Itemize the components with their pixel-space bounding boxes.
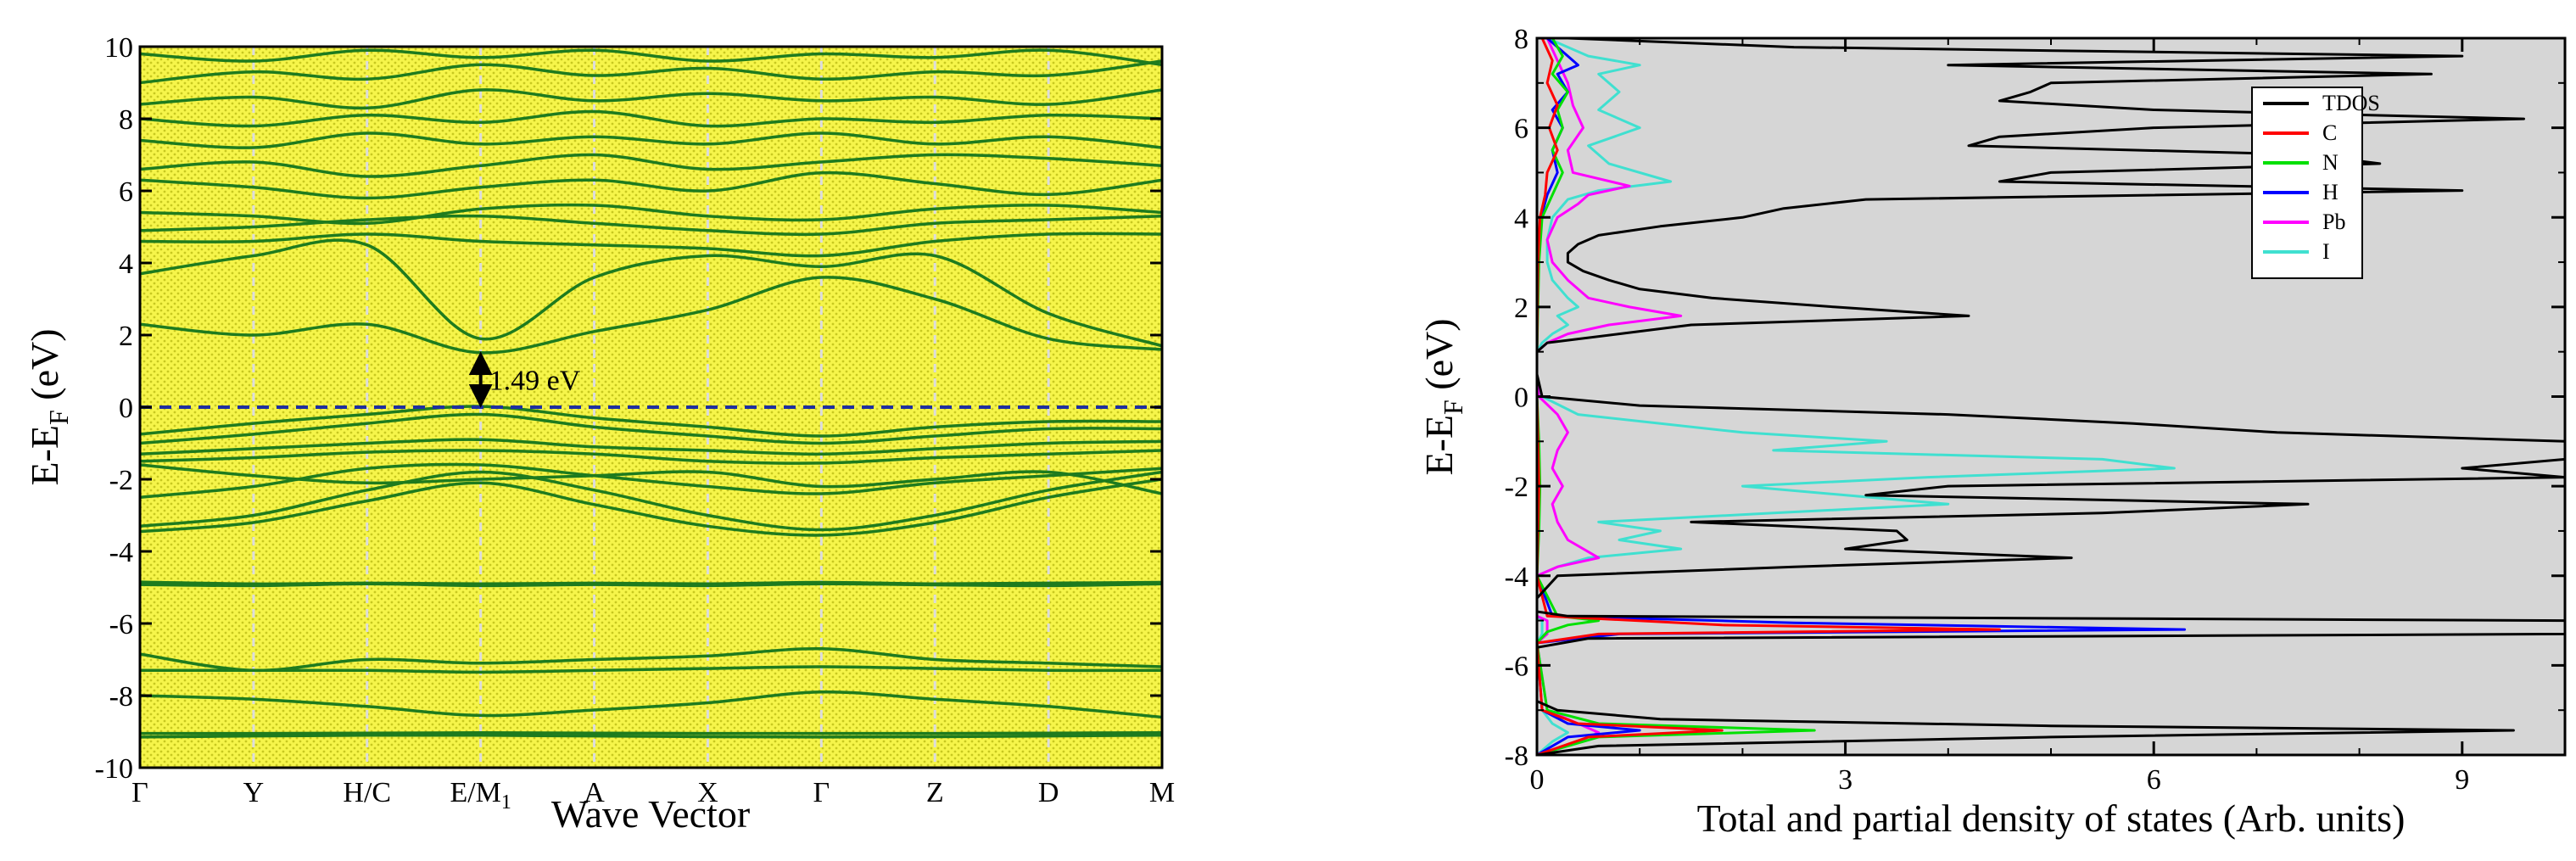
- y-tick-label: -6: [109, 609, 133, 640]
- dos-series-tdos: [1537, 38, 2565, 755]
- band-line: [140, 647, 1162, 673]
- band-x-ticks: Γ Y H/C E/M1 A X Γ Z D M: [131, 777, 1175, 813]
- band-line: [140, 463, 1162, 495]
- kpoint-tick-label: Γ: [131, 777, 148, 808]
- y-tick-label: -8: [109, 681, 133, 713]
- band-line: [140, 438, 1162, 456]
- y-tick-label: -4: [1505, 562, 1528, 593]
- y-tick-label: 4: [119, 249, 133, 280]
- kpoint-tick-label: D: [1038, 777, 1059, 808]
- band-line: [140, 731, 1162, 735]
- band-y-ticks: 10 8 6 4 2 0 -2 -4 -6 -8 -10: [95, 32, 1162, 785]
- band-line: [140, 449, 1162, 465]
- y-tick-label: -4: [109, 537, 133, 568]
- y-tick-label: -2: [1505, 472, 1528, 503]
- dos-x-ticks: 0 3 6 9: [1530, 38, 2469, 796]
- band-line: [140, 405, 1162, 438]
- legend-label: C: [2322, 120, 2337, 145]
- band-line: [140, 88, 1162, 110]
- y-tick-label: 2: [1514, 293, 1528, 324]
- band-line: [140, 109, 1162, 128]
- band-x-axis-label: Wave Vector: [551, 792, 750, 836]
- band-line: [140, 48, 1162, 67]
- dos-legend: TDOS CNH Pb I: [2251, 87, 2380, 279]
- band-line: [140, 238, 1162, 348]
- band-line: [140, 153, 1162, 178]
- dos-y-ticks: 8 6 4 2 0 -2 -4 -6 -8: [1505, 24, 2565, 772]
- y-tick-label: 8: [119, 104, 133, 136]
- kpoint-tick-label: X: [697, 777, 718, 808]
- band-lines: [140, 48, 1162, 739]
- legend-label: I: [2322, 239, 2330, 264]
- x-tick-label: 6: [2147, 764, 2161, 796]
- band-line: [140, 733, 1162, 739]
- band-y-axis-label: E-EF (eV): [23, 328, 74, 485]
- kpoint-tick-label: M: [1149, 777, 1175, 808]
- legend-label: H: [2322, 180, 2339, 204]
- dos-y-axis-label: E-EF (eV): [1417, 318, 1468, 475]
- band-gap-label: 1.49 eV: [489, 365, 581, 396]
- dos-chart: 8 6 4 2 0 -2 -4 -6 -8 0 3 6 9 TDOS CNH Pb I Total and …: [1417, 24, 2567, 840]
- kpoint-tick-label: E/M1: [450, 777, 511, 813]
- band-line: [140, 59, 1162, 85]
- y-tick-label: -8: [1505, 741, 1528, 772]
- y-tick-label: 8: [1514, 24, 1528, 55]
- kpoint-tick-label: Y: [243, 777, 265, 808]
- dos-x-axis-label: Total and partial density of states (Arb…: [1697, 797, 2406, 840]
- kpoint-tick-label: Z: [926, 777, 944, 808]
- y-tick-label: -10: [95, 753, 133, 785]
- dos-series-c: [1537, 38, 2001, 755]
- x-tick-label: 0: [1530, 764, 1545, 796]
- band-line: [140, 478, 1162, 537]
- band-line: [140, 131, 1162, 149]
- kpoint-tick-label: A: [584, 777, 605, 808]
- dos-plot-background: [1537, 38, 2565, 755]
- band-line: [140, 665, 1162, 674]
- band-line: [140, 214, 1162, 237]
- dos-series-pb: [1537, 38, 1683, 755]
- band-structure-chart: 1.49 eV 10 8 6 4 2 0 -2 -4 -6 -8 -10 Γ Y H/C E/M1 A X Γ Z…: [23, 32, 1175, 836]
- y-tick-label: 6: [1514, 114, 1528, 145]
- band-line: [140, 171, 1162, 200]
- band-line: [140, 412, 1162, 445]
- dos-series-i: [1537, 38, 2176, 755]
- y-tick-label: 6: [119, 176, 133, 208]
- band-line: [140, 203, 1162, 226]
- kpoint-tick-label: H/C: [343, 777, 391, 808]
- band-line: [140, 276, 1162, 355]
- y-tick-label: 10: [104, 32, 133, 64]
- band-line: [140, 462, 1162, 500]
- x-tick-label: 3: [1838, 764, 1852, 796]
- band-line: [140, 580, 1162, 586]
- legend-box: [2251, 87, 2363, 279]
- y-tick-label: 0: [119, 393, 133, 424]
- legend-label: Pb: [2322, 210, 2345, 234]
- legend-label: N: [2322, 150, 2339, 175]
- y-tick-label: 4: [1514, 203, 1528, 234]
- kpoint-tick-label: Γ: [813, 777, 830, 808]
- x-tick-label: 9: [2455, 764, 2469, 796]
- y-tick-label: 0: [1514, 383, 1528, 414]
- band-line: [140, 690, 1162, 719]
- legend-label: TDOS: [2322, 91, 2380, 115]
- band-line: [140, 232, 1162, 258]
- band-line: [140, 470, 1162, 532]
- y-tick-label: -2: [109, 465, 133, 496]
- y-tick-label: 2: [119, 321, 133, 352]
- y-tick-label: -6: [1505, 651, 1528, 682]
